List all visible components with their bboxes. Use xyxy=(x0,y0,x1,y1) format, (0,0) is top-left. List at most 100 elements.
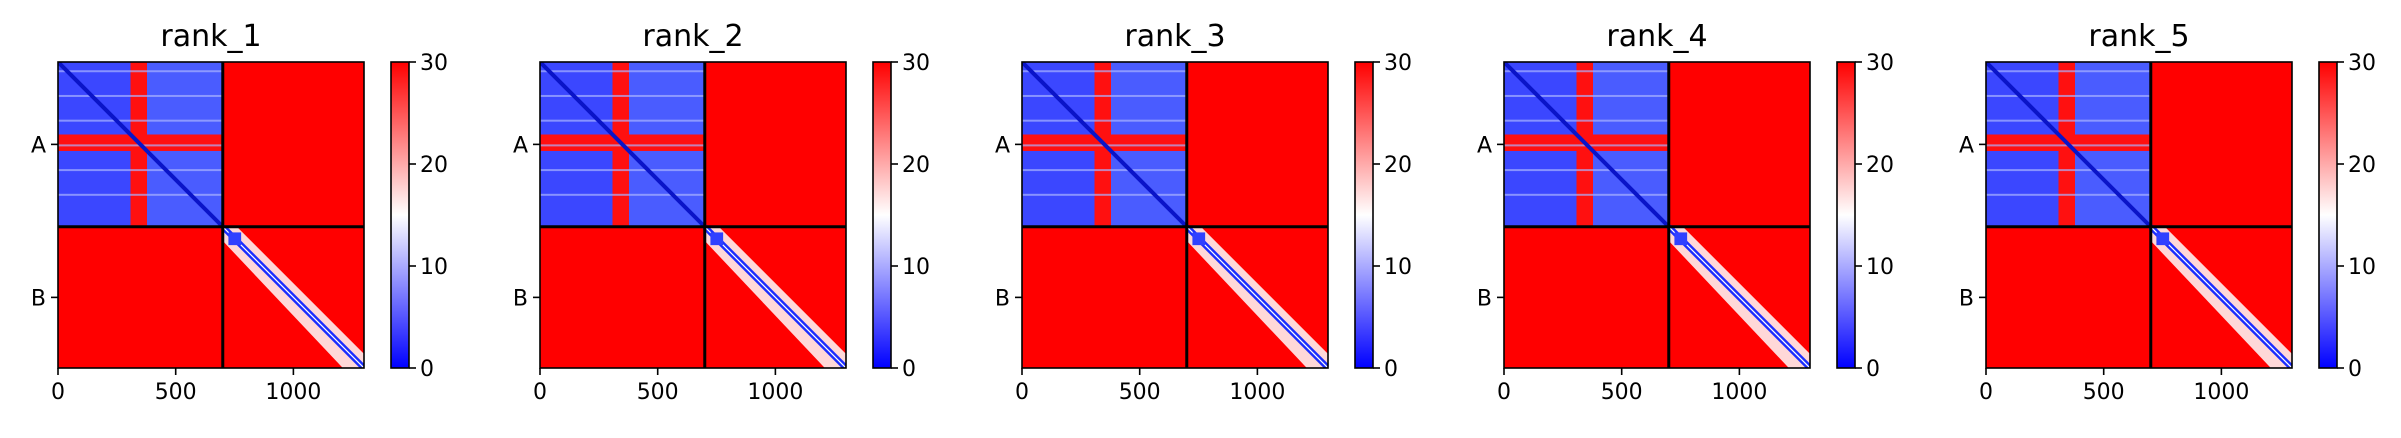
aa-stripe xyxy=(1022,119,1187,122)
y-tick-label: A xyxy=(31,133,46,158)
aa-stripe xyxy=(1986,193,2151,196)
bb-small-domain xyxy=(2156,232,2170,246)
x-tick-label: 500 xyxy=(155,380,197,405)
aa-stripe xyxy=(1504,193,1669,196)
bb-diagonal-core xyxy=(2150,226,2292,368)
y-tick-label: B xyxy=(31,286,46,311)
x-tick-label: 500 xyxy=(2083,380,2125,405)
aa-diagonal xyxy=(1504,62,1671,229)
colorbar-tick-label: 0 xyxy=(902,357,916,382)
heatmap xyxy=(1504,62,1810,368)
aa-stripe xyxy=(58,94,223,97)
aa-stripe xyxy=(1986,70,2151,73)
aa-stripe xyxy=(58,70,223,73)
aa-diagonal xyxy=(58,62,225,229)
colorbar-frame xyxy=(2318,61,2338,369)
aa-stripe xyxy=(1504,169,1669,172)
colorbar-tick-label: 20 xyxy=(902,153,930,178)
x-tick-label: 1000 xyxy=(265,380,321,405)
x-tick-label: 500 xyxy=(1119,380,1161,405)
chart-title: rank_5 xyxy=(2088,19,2189,54)
pae-panel-3: rank_3 0 500 1000 A B 0 10 20 30 xyxy=(995,19,1412,405)
pae-panel-5: rank_5 0 500 1000 A B 0 10 20 30 xyxy=(1959,19,2376,405)
aa-diagonal xyxy=(1022,62,1189,229)
heatmap xyxy=(540,62,846,368)
bb-diagonal-core xyxy=(704,226,846,368)
aa-stripe xyxy=(1986,94,2151,97)
colorbar-tick-label: 30 xyxy=(2348,51,2376,76)
aa-stripe xyxy=(540,169,705,172)
colorbar-frame xyxy=(390,61,410,369)
x-tick-label: 1000 xyxy=(2193,380,2249,405)
x-tick-label: 0 xyxy=(533,380,547,405)
colorbar-frame xyxy=(1836,61,1856,369)
x-tick-label: 500 xyxy=(1601,380,1643,405)
aa-stripe xyxy=(1022,94,1187,97)
y-tick-label: B xyxy=(513,286,528,311)
colorbar-tick-label: 20 xyxy=(1866,153,1894,178)
colorbar-tick-label: 10 xyxy=(2348,255,2376,280)
colorbar xyxy=(2319,62,2337,368)
y-tick-label: B xyxy=(1959,286,1974,311)
x-tick-label: 0 xyxy=(1497,380,1511,405)
aa-stripe xyxy=(540,70,705,73)
x-tick-label: 1000 xyxy=(747,380,803,405)
chart-title: rank_2 xyxy=(642,19,743,54)
chart-title: rank_4 xyxy=(1606,19,1707,54)
bb-small-domain xyxy=(1674,232,1688,246)
colorbar-tick-label: 30 xyxy=(420,51,448,76)
colorbar-tick-label: 20 xyxy=(1384,153,1412,178)
aa-stripe xyxy=(1022,169,1187,172)
heatmap xyxy=(58,62,364,368)
bb-diagonal-core xyxy=(1668,226,1810,368)
plot-frame xyxy=(1985,61,2293,369)
chart-title: rank_1 xyxy=(160,19,261,54)
y-tick-label: A xyxy=(1959,133,1974,158)
colorbar-tick-label: 10 xyxy=(1866,255,1894,280)
colorbar xyxy=(873,62,891,368)
aa-stripe xyxy=(1986,119,2151,122)
aa-stripe xyxy=(540,193,705,196)
plot-frame xyxy=(1503,61,1811,369)
colorbar-frame xyxy=(872,61,892,369)
bb-diagonal-core xyxy=(222,226,364,368)
pae-panel-2: rank_2 0 500 1000 A B 0 10 20 30 xyxy=(513,19,930,405)
colorbar-tick-label: 10 xyxy=(1384,255,1412,280)
x-tick-label: 1000 xyxy=(1711,380,1767,405)
aa-diagonal xyxy=(540,62,707,229)
colorbar-tick-label: 10 xyxy=(902,255,930,280)
colorbar-tick-label: 20 xyxy=(420,153,448,178)
y-tick-label: A xyxy=(995,133,1010,158)
colorbar-frame xyxy=(1354,61,1374,369)
x-tick-label: 0 xyxy=(51,380,65,405)
plot-frame xyxy=(539,61,847,369)
colorbar xyxy=(391,62,409,368)
y-tick-label: B xyxy=(995,286,1010,311)
colorbar-tick-label: 0 xyxy=(1866,357,1880,382)
colorbar-tick-label: 0 xyxy=(2348,357,2362,382)
heatmap xyxy=(1986,62,2292,368)
aa-stripe xyxy=(1022,193,1187,196)
plot-frame xyxy=(57,61,365,369)
aa-stripe xyxy=(58,193,223,196)
x-tick-label: 500 xyxy=(637,380,679,405)
colorbar xyxy=(1837,62,1855,368)
bb-small-domain xyxy=(1192,232,1206,246)
x-tick-label: 0 xyxy=(1979,380,1993,405)
x-tick-label: 0 xyxy=(1015,380,1029,405)
colorbar-tick-label: 30 xyxy=(1384,51,1412,76)
plot-frame xyxy=(1021,61,1329,369)
aa-stripe xyxy=(540,119,705,122)
y-tick-label: B xyxy=(1477,286,1492,311)
colorbar-tick-label: 30 xyxy=(1866,51,1894,76)
aa-stripe xyxy=(1504,94,1669,97)
aa-stripe xyxy=(1504,119,1669,122)
aa-stripe xyxy=(1022,70,1187,73)
colorbar-tick-label: 20 xyxy=(2348,153,2376,178)
aa-stripe xyxy=(58,119,223,122)
colorbar xyxy=(1355,62,1373,368)
pae-panel-4: rank_4 0 500 1000 A B 0 10 20 30 xyxy=(1477,19,1894,405)
aa-stripe xyxy=(58,169,223,172)
colorbar-tick-label: 0 xyxy=(420,357,434,382)
